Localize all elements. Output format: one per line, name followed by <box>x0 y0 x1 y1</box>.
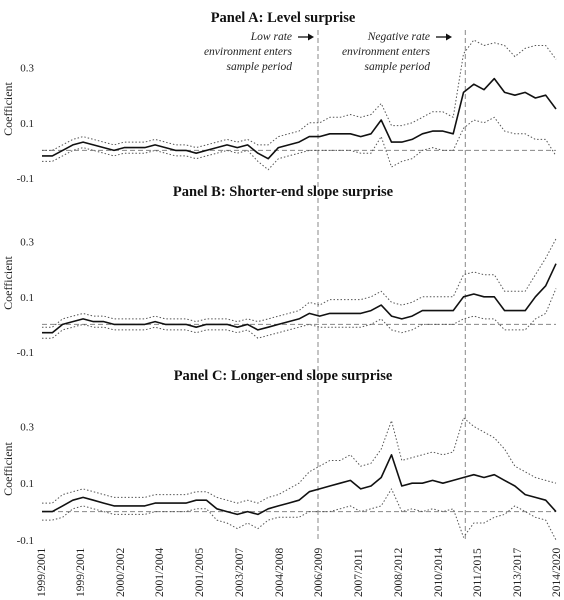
y-axis-title: Coefficient <box>1 81 15 135</box>
x-tick-label: 2013/2017 <box>512 548 524 597</box>
confidence-band-upper <box>42 39 557 151</box>
y-tick-label: 0.3 <box>20 63 34 75</box>
panel-a: Panel A: Level surprise Coefficient -0.1 0.… <box>1 10 557 185</box>
annotation-line: environment enters <box>204 46 293 58</box>
y-axis-title: Coefficient <box>1 441 15 495</box>
panels: Panel A: Level surprise Coefficient -0.1 0.… <box>1 10 557 547</box>
annotation-2: Negative rate environment enters sample pe… <box>342 31 452 73</box>
x-tick-label: 2011/2015 <box>472 548 484 597</box>
x-tick-label: 2004/2008 <box>274 548 286 597</box>
panel-title: Panel A: Level surprise <box>211 10 356 26</box>
x-tick-label: 2010/2014 <box>433 548 445 597</box>
annotation-line: sample period <box>227 61 293 73</box>
confidence-band-upper <box>42 417 557 504</box>
annotation-arrow-icon <box>308 33 314 41</box>
annotation-line: environment enters <box>342 46 431 58</box>
panel-c: Panel C: Longer-end slope surprise Coeffi… <box>1 368 557 547</box>
x-tick-label: 2001/2004 <box>154 548 166 597</box>
panel-title: Panel C: Longer-end slope surprise <box>174 368 393 384</box>
confidence-band-lower <box>42 488 557 541</box>
x-tick-label: 2008/2012 <box>393 548 405 597</box>
y-tick-label: 0.3 <box>20 237 34 249</box>
annotation-line: Negative rate <box>367 31 430 43</box>
y-tick-label: 0.3 <box>20 421 34 433</box>
x-tick-label: 2014/2020 <box>551 548 563 597</box>
annotation-line: sample period <box>365 61 431 73</box>
annotation-arrow-icon <box>446 33 452 41</box>
x-tick-label: 2007/2011 <box>353 548 365 597</box>
x-tick-label: 2003/2007 <box>234 548 246 597</box>
panel-title: Panel B: Shorter-end slope surprise <box>173 184 394 200</box>
annotation-line: Low rate <box>250 31 292 43</box>
coefficient-line <box>42 77 557 160</box>
x-tick-label: 1999/2001 <box>36 548 48 597</box>
x-tick-label: 1999/2001 <box>75 548 87 597</box>
coefficient-line <box>42 263 557 334</box>
annotation-1: Low rate environment enters sample period <box>204 31 314 73</box>
coefficient-line <box>42 453 557 516</box>
panel-b: Panel B: Shorter-end slope surprise Coeff… <box>1 184 557 359</box>
x-tick-label: 2000/2002 <box>115 548 127 597</box>
y-tick-label: -0.1 <box>17 347 34 359</box>
confidence-band-upper <box>42 238 557 328</box>
y-tick-label: -0.1 <box>17 535 34 547</box>
y-axis-title: Coefficient <box>1 255 15 309</box>
y-tick-label: 0.1 <box>20 478 34 490</box>
x-tick-label: 2006/2009 <box>313 548 325 597</box>
x-tick-label: 2001/2005 <box>194 548 206 597</box>
x-axis: 1999/2001 1999/2001 2000/2002 2001/2004 2001… <box>36 548 563 597</box>
y-tick-label: 0.1 <box>20 118 34 130</box>
y-tick-label: -0.1 <box>17 173 34 185</box>
y-tick-label: 0.1 <box>20 292 34 304</box>
